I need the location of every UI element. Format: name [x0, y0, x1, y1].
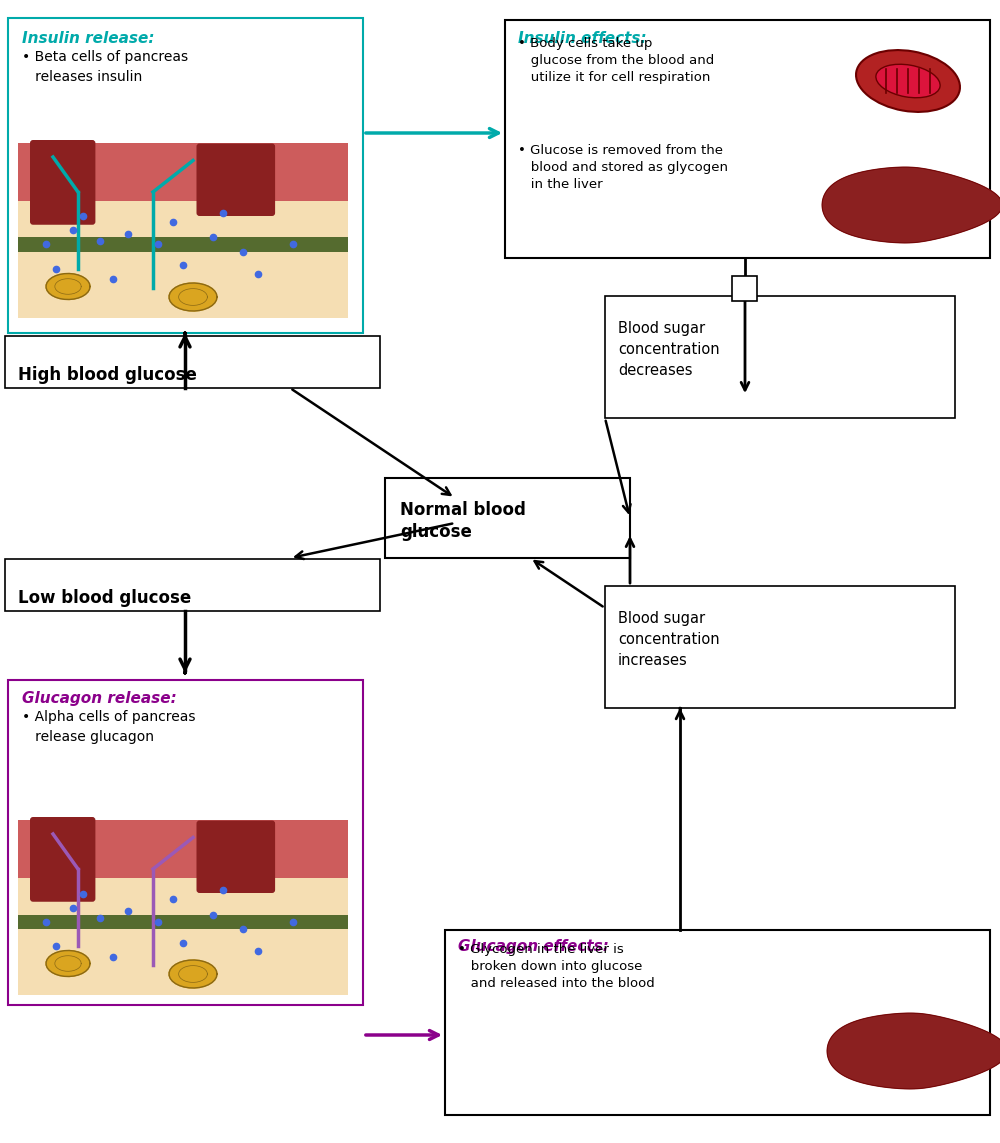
FancyBboxPatch shape [605, 586, 955, 708]
FancyBboxPatch shape [8, 18, 363, 333]
FancyBboxPatch shape [18, 143, 348, 318]
FancyBboxPatch shape [5, 336, 380, 387]
FancyBboxPatch shape [196, 821, 275, 893]
Text: • Body cells take up
   glucose from the blood and
   utilize it for cell respir: • Body cells take up glucose from the bl… [518, 37, 714, 83]
Text: • Alpha cells of pancreas
   release glucagon: • Alpha cells of pancreas release glucag… [22, 711, 196, 744]
FancyBboxPatch shape [8, 680, 363, 1005]
Text: Insulin effects:: Insulin effects: [518, 31, 647, 46]
Text: • Glycogen in the liver is
   broken down into glucose
   and released into the : • Glycogen in the liver is broken down i… [458, 943, 655, 990]
Polygon shape [46, 273, 90, 299]
Ellipse shape [876, 64, 940, 98]
Text: • Glucose is removed from the
   blood and stored as glycogen
   in the liver: • Glucose is removed from the blood and … [518, 144, 728, 191]
FancyBboxPatch shape [18, 914, 348, 928]
Text: Glucagon effects:: Glucagon effects: [458, 940, 609, 954]
Polygon shape [169, 960, 217, 988]
FancyBboxPatch shape [18, 238, 348, 251]
FancyBboxPatch shape [5, 559, 380, 612]
FancyBboxPatch shape [18, 820, 348, 996]
Text: • Beta cells of pancreas
   releases insulin: • Beta cells of pancreas releases insuli… [22, 50, 188, 83]
Text: Glucagon release:: Glucagon release: [22, 692, 177, 706]
FancyBboxPatch shape [505, 19, 990, 258]
FancyBboxPatch shape [30, 139, 95, 225]
Polygon shape [169, 283, 217, 311]
Text: Blood sugar
concentration
decreases: Blood sugar concentration decreases [618, 321, 720, 378]
Polygon shape [46, 951, 90, 976]
Text: Normal blood
glucose: Normal blood glucose [400, 501, 526, 541]
FancyBboxPatch shape [732, 275, 757, 301]
FancyBboxPatch shape [445, 930, 990, 1116]
Text: Insulin release:: Insulin release: [22, 31, 154, 46]
FancyBboxPatch shape [30, 817, 95, 902]
Ellipse shape [856, 50, 960, 112]
Text: Blood sugar
concentration
increases: Blood sugar concentration increases [618, 612, 720, 668]
FancyBboxPatch shape [18, 820, 348, 878]
Polygon shape [822, 167, 1000, 242]
Text: Low blood glucose: Low blood glucose [18, 589, 191, 607]
FancyBboxPatch shape [605, 296, 955, 418]
Polygon shape [827, 1013, 1000, 1089]
Text: High blood glucose: High blood glucose [18, 366, 197, 384]
FancyBboxPatch shape [385, 478, 630, 558]
FancyBboxPatch shape [18, 143, 348, 201]
FancyBboxPatch shape [196, 144, 275, 216]
